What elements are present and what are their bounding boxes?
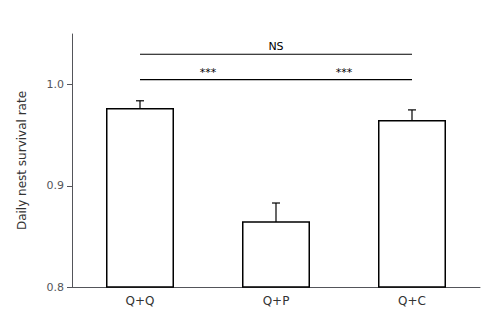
- svg-text:NS: NS: [268, 40, 283, 53]
- svg-text:1.0: 1.0: [47, 78, 65, 91]
- svg-text:***: ***: [336, 66, 353, 79]
- svg-text:Daily nest survival rate: Daily nest survival rate: [15, 91, 29, 230]
- svg-text:0.9: 0.9: [47, 179, 65, 192]
- svg-text:Q+Q: Q+Q: [126, 294, 155, 308]
- svg-text:0.8: 0.8: [47, 281, 65, 294]
- svg-text:Q+P: Q+P: [263, 294, 290, 308]
- svg-text:***: ***: [200, 66, 217, 79]
- svg-text:Q+C: Q+C: [398, 294, 426, 308]
